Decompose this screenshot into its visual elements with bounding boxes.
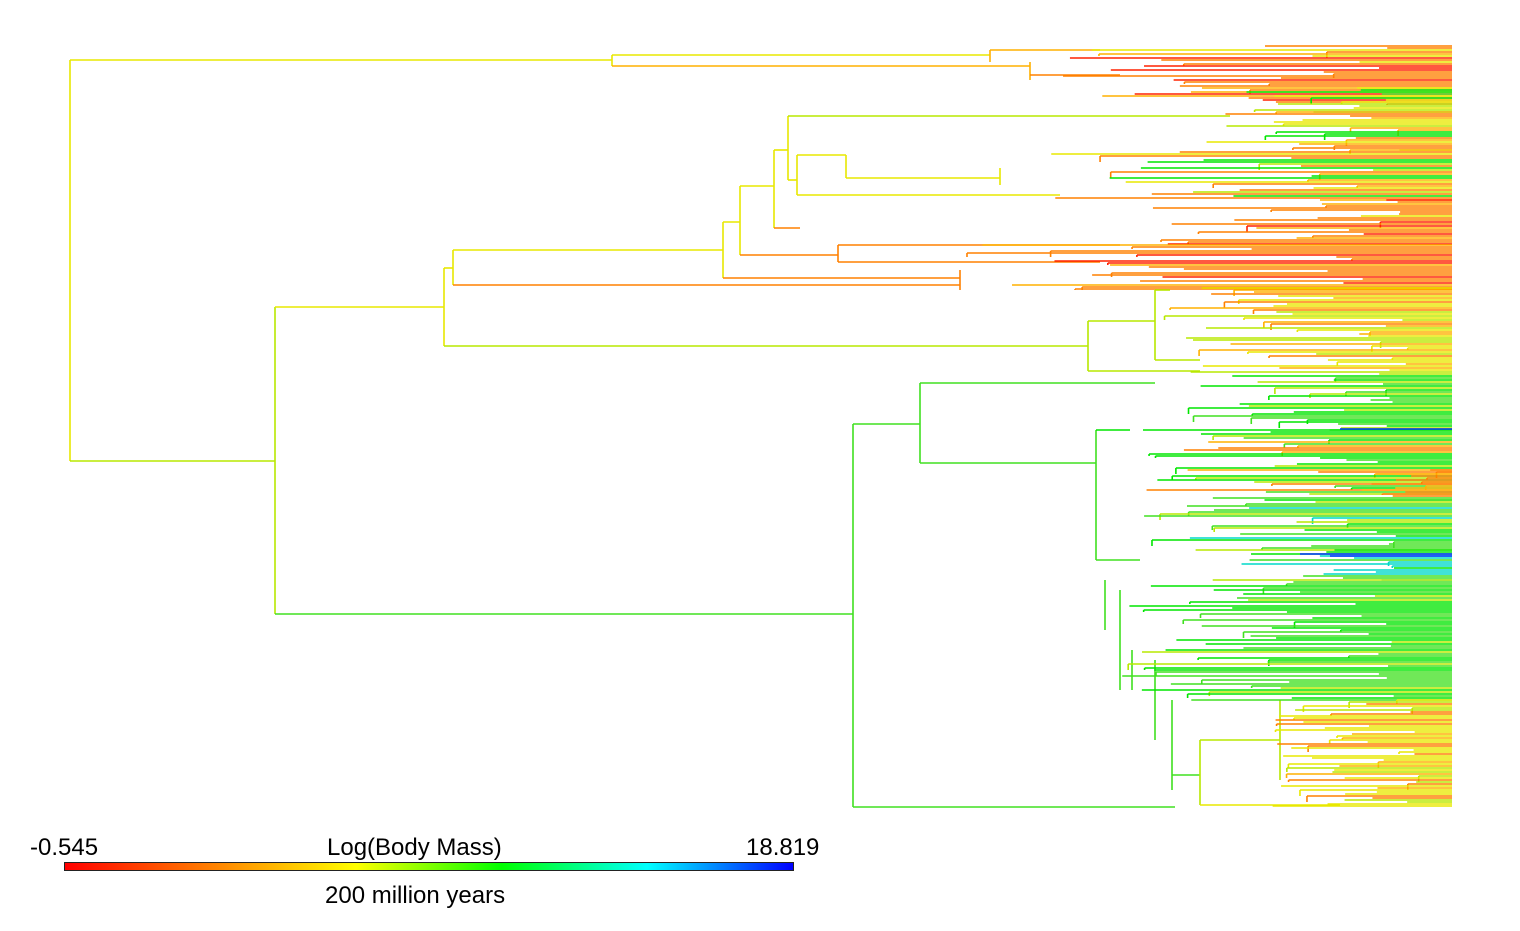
scale-min-label: -0.545 (30, 834, 99, 861)
time-scale-label: 200 million years (325, 882, 506, 909)
scale-max-label: 18.819 (746, 834, 820, 861)
scale-title-label: Log(Body Mass) (327, 834, 502, 861)
color-scale-bar (64, 862, 794, 871)
